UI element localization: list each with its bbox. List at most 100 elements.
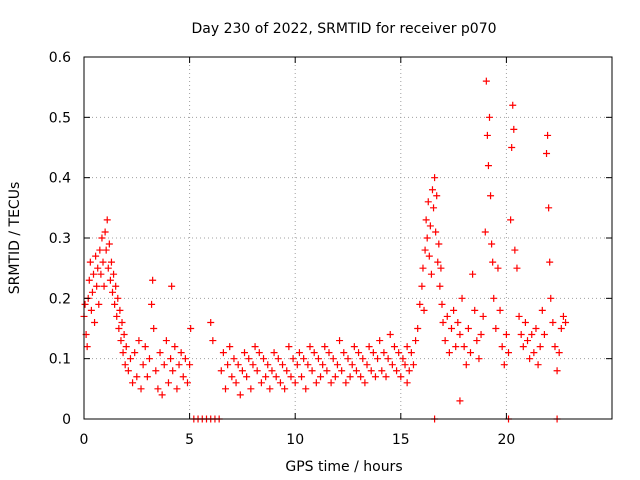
data-point	[433, 192, 441, 200]
data-point	[86, 258, 94, 266]
data-point	[167, 355, 175, 363]
data-point	[397, 373, 405, 381]
data-point	[371, 373, 379, 381]
data-point	[99, 258, 107, 266]
data-point	[486, 113, 494, 121]
data-point	[131, 349, 139, 357]
data-point	[403, 343, 411, 351]
data-point	[300, 355, 308, 363]
data-point	[285, 343, 293, 351]
data-point	[119, 349, 127, 357]
data-point	[524, 337, 532, 345]
data-point	[421, 246, 429, 254]
data-point	[241, 349, 249, 357]
data-point	[378, 367, 386, 375]
data-point	[436, 282, 444, 290]
data-point	[399, 355, 407, 363]
data-point	[287, 373, 295, 381]
data-point	[484, 162, 492, 170]
data-point	[289, 355, 297, 363]
data-point	[162, 337, 170, 345]
data-point	[496, 306, 504, 314]
data-point	[183, 379, 191, 387]
data-point	[466, 349, 474, 357]
data-point	[209, 337, 217, 345]
data-point	[137, 385, 145, 393]
data-point	[222, 385, 230, 393]
y-axis-label: SRMTID / TECUs	[7, 182, 23, 295]
data-point	[120, 331, 128, 339]
data-point	[94, 264, 102, 272]
data-point	[344, 355, 352, 363]
data-point	[526, 355, 534, 363]
data-point	[175, 361, 183, 369]
data-point	[164, 379, 172, 387]
data-point	[441, 337, 449, 345]
data-point	[158, 391, 166, 399]
data-point	[117, 337, 125, 345]
data-point	[106, 276, 114, 284]
data-point	[98, 234, 106, 242]
data-point	[355, 349, 363, 357]
data-point	[365, 343, 373, 351]
data-point	[232, 379, 240, 387]
data-point	[116, 306, 124, 314]
data-point	[534, 361, 542, 369]
y-tick-labels: 0 0.1 0.2 0.3 0.4 0.5 0.6	[49, 50, 71, 428]
data-points	[80, 77, 570, 423]
data-point	[435, 240, 443, 248]
data-point	[83, 343, 91, 351]
data-point	[481, 228, 489, 236]
data-point	[559, 312, 567, 320]
data-point	[114, 294, 122, 302]
data-point	[253, 367, 261, 375]
data-point	[414, 325, 422, 332]
data-point	[369, 349, 377, 357]
data-point	[462, 361, 470, 369]
axis-ticks	[83, 56, 612, 420]
data-point	[113, 312, 121, 320]
data-point	[367, 367, 375, 375]
data-point	[249, 361, 257, 369]
data-point	[562, 318, 570, 326]
data-point	[456, 397, 464, 405]
data-point	[473, 337, 481, 345]
y-tick-label: 0.6	[49, 50, 71, 66]
x-tick-label: 10	[286, 432, 304, 448]
data-point	[234, 361, 242, 369]
data-point	[308, 367, 316, 375]
data-point	[92, 252, 100, 260]
data-point	[471, 306, 479, 314]
data-point	[112, 282, 120, 290]
data-point	[264, 361, 272, 369]
data-point	[352, 367, 360, 375]
data-point	[302, 385, 310, 393]
data-point	[270, 349, 278, 357]
data-point	[129, 379, 137, 387]
data-point	[390, 343, 398, 351]
data-point	[110, 270, 118, 278]
data-point	[403, 379, 411, 387]
data-point	[101, 228, 109, 236]
data-point	[509, 101, 517, 109]
data-point	[544, 131, 552, 139]
data-point	[187, 325, 195, 332]
data-point	[245, 355, 253, 363]
data-point	[434, 258, 442, 266]
data-point	[348, 361, 356, 369]
data-point	[553, 367, 561, 375]
data-point	[104, 264, 112, 272]
data-point	[224, 361, 232, 369]
data-point	[437, 264, 445, 272]
data-point	[100, 282, 108, 290]
data-point	[540, 331, 548, 339]
data-point	[363, 361, 371, 369]
data-point	[230, 355, 238, 363]
data-point	[257, 379, 265, 387]
data-point	[422, 216, 430, 224]
data-point	[488, 240, 496, 248]
data-point	[266, 385, 274, 393]
data-point	[511, 246, 519, 254]
data-point	[475, 355, 483, 363]
data-point	[508, 144, 516, 151]
